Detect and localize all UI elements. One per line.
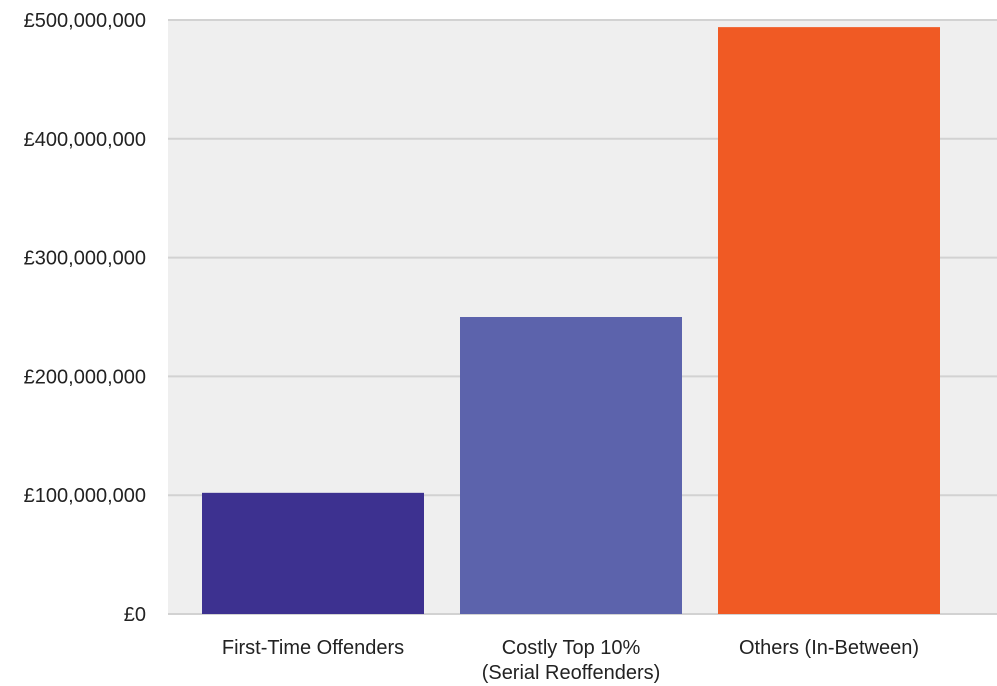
y-tick-label: £300,000,000 <box>24 248 146 270</box>
x-axis-labels: First-Time Offenders Costly Top 10% (Seria… <box>222 637 919 684</box>
y-tick-label: £200,000,000 <box>24 366 146 388</box>
x-category-label-line: Costly Top 10% <box>502 637 641 659</box>
bar <box>460 317 682 614</box>
x-category-label: First-Time Offenders <box>222 637 404 659</box>
bar <box>202 492 424 614</box>
x-category-label: Others (In-Between) <box>739 637 919 659</box>
y-axis-ticks: £0 £100,000,000 £200,000,000 £300,000,000 £4… <box>24 10 146 626</box>
bar <box>718 27 940 615</box>
y-tick-label: £100,000,000 <box>24 485 146 507</box>
y-tick-label: £0 <box>124 604 146 626</box>
y-tick-label: £400,000,000 <box>24 129 146 151</box>
x-category-label: Costly Top 10% (Serial Reoffenders) <box>482 637 661 684</box>
x-category-label-line: Others (In-Between) <box>739 637 919 659</box>
x-category-label-line: (Serial Reoffenders) <box>482 662 661 684</box>
y-tick-label: £500,000,000 <box>24 10 146 32</box>
x-category-label-line: First-Time Offenders <box>222 637 404 659</box>
bars <box>202 27 940 615</box>
